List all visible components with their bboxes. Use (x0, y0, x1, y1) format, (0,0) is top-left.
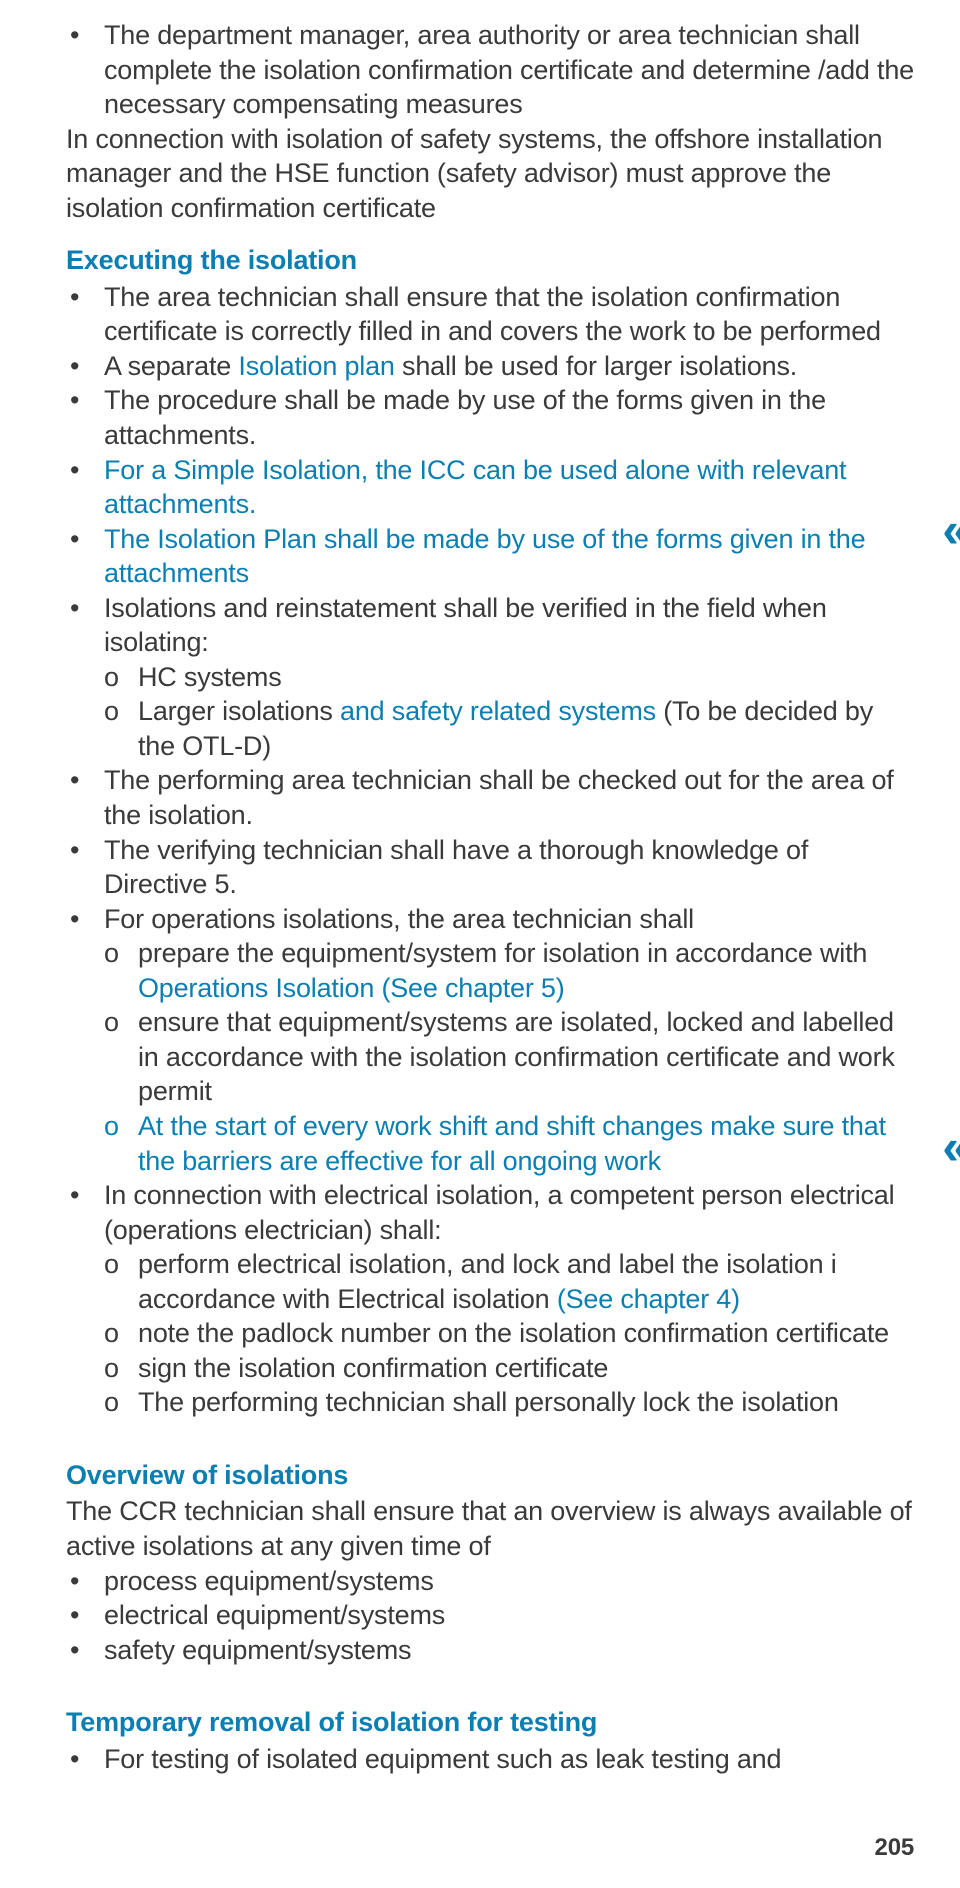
list-item: • In connection with electrical isolatio… (66, 1178, 914, 1247)
body-text: The area technician shall ensure that th… (104, 280, 914, 349)
bullet-icon: • (66, 349, 104, 384)
sub-list-item: o At the start of every work shift and s… (104, 1109, 914, 1178)
body-text: The CCR technician shall ensure that an … (66, 1494, 914, 1563)
inline-link[interactable]: (See chapter 4) (557, 1284, 740, 1314)
bullet-icon: • (66, 1564, 104, 1599)
inline-link[interactable]: Isolation plan (238, 351, 394, 381)
list-item: • The verifying technician shall have a … (66, 833, 914, 902)
body-text: HC systems (138, 660, 914, 695)
list-item: • electrical equipment/systems (66, 1598, 914, 1633)
list-item: • Isolations and reinstatement shall be … (66, 591, 914, 660)
sub-bullet-icon: o (104, 1247, 138, 1282)
inline-link[interactable]: and safety related systems (340, 696, 656, 726)
inline-link[interactable]: Operations Isolation (See chapter 5) (138, 973, 565, 1003)
sub-bullet-icon: o (104, 1109, 138, 1144)
body-text: In connection with electrical isolation,… (104, 1178, 914, 1247)
text-span: prepare the equipment/system for isolati… (138, 938, 867, 968)
body-text: safety equipment/systems (104, 1633, 914, 1668)
list-item: • For a Simple Isolation, the ICC can be… (66, 453, 914, 522)
body-text: A separate Isolation plan shall be used … (104, 349, 914, 384)
body-text: The department manager, area authority o… (104, 18, 914, 122)
margin-marker-icon: « (942, 1122, 960, 1172)
body-text: Larger isolations and safety related sys… (138, 694, 914, 763)
sub-list-item: o prepare the equipment/system for isola… (104, 936, 914, 1005)
body-text: prepare the equipment/system for isolati… (138, 936, 914, 1005)
sub-bullet-icon: o (104, 694, 138, 729)
body-text: The procedure shall be made by use of th… (104, 383, 914, 452)
text-span: Larger isolations (138, 696, 340, 726)
sub-list-item: o The performing technician shall person… (104, 1385, 914, 1420)
sub-bullet-icon: o (104, 1005, 138, 1040)
sub-list-item: o HC systems (104, 660, 914, 695)
sub-bullet-icon: o (104, 1351, 138, 1386)
section-heading: Executing the isolation (66, 243, 914, 278)
body-text: The verifying technician shall have a th… (104, 833, 914, 902)
bullet-icon: • (66, 1633, 104, 1668)
section-heading: Overview of isolations (66, 1458, 914, 1493)
sub-bullet-icon: o (104, 1316, 138, 1351)
bullet-icon: • (66, 833, 104, 868)
bullet-icon: • (66, 280, 104, 315)
bullet-icon: • (66, 591, 104, 626)
body-text: perform electrical isolation, and lock a… (138, 1247, 914, 1316)
body-text: note the padlock number on the isolation… (138, 1316, 914, 1351)
text-span: A separate (104, 351, 238, 381)
list-item: • The procedure shall be made by use of … (66, 383, 914, 452)
body-text: The performing technician shall personal… (138, 1385, 914, 1420)
bullet-icon: • (66, 1178, 104, 1213)
bullet-icon: • (66, 383, 104, 418)
bullet-icon: • (66, 18, 104, 53)
body-text: For testing of isolated equipment such a… (104, 1742, 914, 1777)
list-item: • For operations isolations, the area te… (66, 902, 914, 937)
list-item: • The area technician shall ensure that … (66, 280, 914, 349)
list-item: • safety equipment/systems (66, 1633, 914, 1668)
sub-bullet-icon: o (104, 660, 138, 695)
inline-link[interactable]: At the start of every work shift and shi… (138, 1109, 914, 1178)
sub-list-item: o note the padlock number on the isolati… (104, 1316, 914, 1351)
bullet-icon: • (66, 763, 104, 798)
list-item: • For testing of isolated equipment such… (66, 1742, 914, 1777)
page-number: 205 (875, 1833, 914, 1864)
body-text: electrical equipment/systems (104, 1598, 914, 1633)
sub-list-item: o perform electrical isolation, and lock… (104, 1247, 914, 1316)
inline-link[interactable]: For a Simple Isolation, the ICC can be u… (104, 453, 914, 522)
bullet-icon: • (66, 522, 104, 557)
text-span: shall be used for larger isolations. (395, 351, 797, 381)
margin-marker-icon: « (942, 505, 960, 555)
body-text: process equipment/systems (104, 1564, 914, 1599)
body-text: Isolations and reinstatement shall be ve… (104, 591, 914, 660)
body-text: sign the isolation confirmation certific… (138, 1351, 914, 1386)
body-text: ensure that equipment/systems are isolat… (138, 1005, 914, 1109)
list-item: • The performing area technician shall b… (66, 763, 914, 832)
bullet-icon: • (66, 453, 104, 488)
sub-list-item: o sign the isolation confirmation certif… (104, 1351, 914, 1386)
section-heading: Temporary removal of isolation for testi… (66, 1705, 914, 1740)
list-item: • The Isolation Plan shall be made by us… (66, 522, 914, 591)
body-text: In connection with isolation of safety s… (66, 122, 914, 226)
sub-list-item: o Larger isolations and safety related s… (104, 694, 914, 763)
bullet-icon: • (66, 1742, 104, 1777)
bullet-icon: • (66, 902, 104, 937)
document-page: « « • The department manager, area autho… (0, 0, 960, 1888)
list-item: • The department manager, area authority… (66, 18, 914, 122)
body-text: For operations isolations, the area tech… (104, 902, 914, 937)
bullet-icon: • (66, 1598, 104, 1633)
sub-bullet-icon: o (104, 1385, 138, 1420)
inline-link[interactable]: The Isolation Plan shall be made by use … (104, 522, 914, 591)
list-item: • A separate Isolation plan shall be use… (66, 349, 914, 384)
list-item: • process equipment/systems (66, 1564, 914, 1599)
sub-bullet-icon: o (104, 936, 138, 971)
body-text: The performing area technician shall be … (104, 763, 914, 832)
sub-list-item: o ensure that equipment/systems are isol… (104, 1005, 914, 1109)
